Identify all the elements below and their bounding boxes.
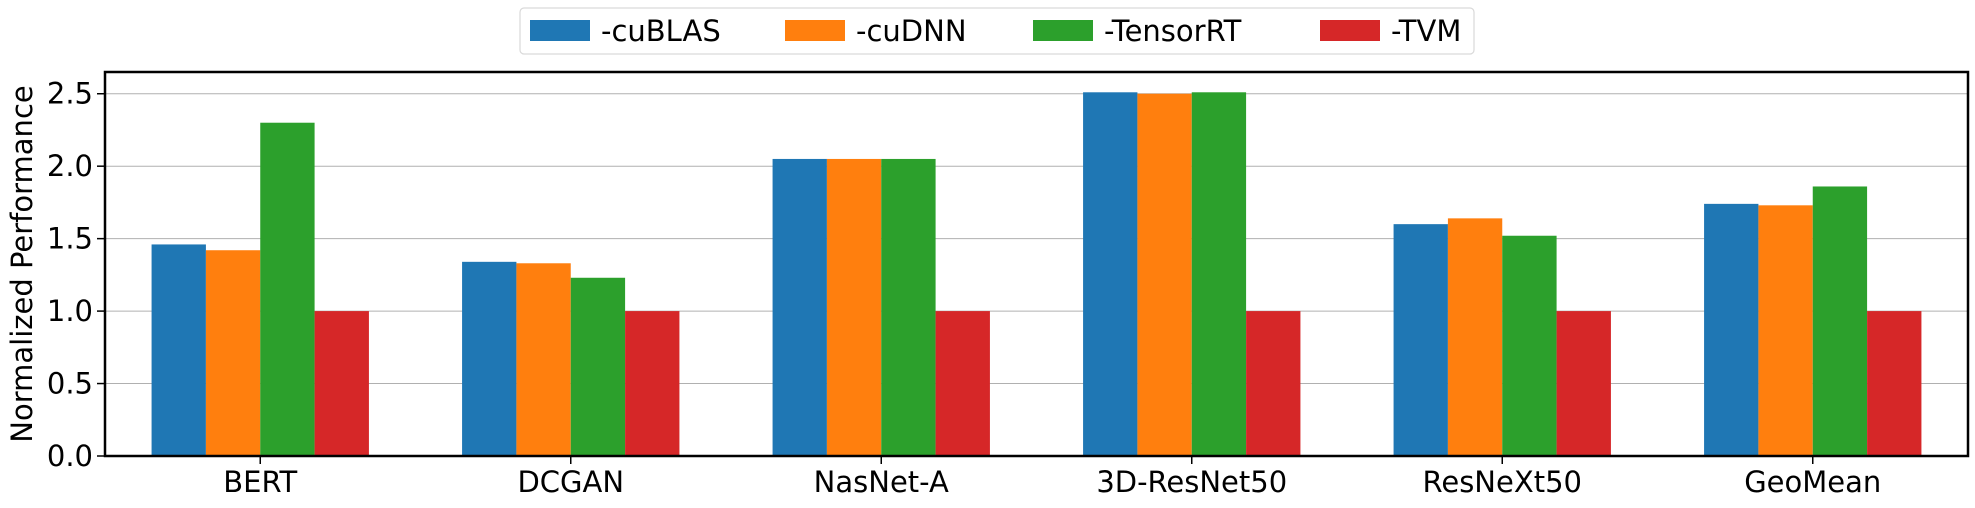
- bar: [625, 311, 680, 456]
- bar: [151, 244, 206, 456]
- bar: [1191, 92, 1247, 456]
- bars: [151, 92, 1922, 457]
- bar: [1704, 203, 1759, 456]
- x-tick-label: GeoMean: [1744, 465, 1881, 499]
- y-tick-label: 2.5: [47, 77, 93, 111]
- bar: [260, 122, 315, 456]
- legend-label: -TVM: [1391, 14, 1461, 48]
- y-axis-label: Normalized Performance: [5, 85, 39, 442]
- legend: -cuBLAS -cuDNN -TensorRT -TVM: [519, 7, 1475, 55]
- gridlines: [105, 93, 1968, 457]
- bar: [1137, 93, 1192, 457]
- legend-label: -TensorRT: [1104, 14, 1242, 48]
- bar: [1447, 218, 1503, 456]
- y-tick-label: 2.0: [47, 149, 93, 183]
- legend-item: -cuBLAS: [530, 14, 721, 48]
- legend-item: -TVM: [1320, 14, 1461, 48]
- legend-item: -TensorRT: [1033, 14, 1242, 48]
- bar: [462, 261, 517, 456]
- bar: [516, 263, 571, 456]
- bar: [826, 158, 882, 456]
- bar: [1083, 92, 1138, 456]
- x-tick-label: 3D-ResNet50: [1096, 465, 1287, 499]
- x-tick-label: BERT: [223, 465, 297, 499]
- bar: [772, 158, 827, 456]
- y-tick-label: 0.0: [47, 439, 93, 473]
- bar: [1502, 235, 1557, 456]
- x-tick-label: DCGAN: [517, 465, 624, 499]
- legend-label: -cuDNN: [856, 14, 967, 48]
- legend-swatch: [785, 20, 845, 41]
- legend-swatch: [1033, 20, 1093, 41]
- bar: [1812, 186, 1868, 457]
- legend-swatch: [530, 20, 590, 41]
- bar: [1867, 311, 1922, 456]
- y-axis-ticks: 0.0 0.5 1.0 1.5 2.0 2.5: [47, 77, 105, 473]
- legend-label: -cuBLAS: [601, 14, 721, 48]
- x-axis-ticks: BERT DCGAN NasNet-A 3D-ResNet50 ResNeXt50 Geo…: [223, 456, 1881, 499]
- bar: [205, 250, 261, 456]
- bar: [1246, 311, 1301, 456]
- y-tick-label: 1.5: [47, 222, 93, 256]
- x-tick-label: NasNet-A: [814, 465, 949, 499]
- legend-frame: [519, 7, 1475, 55]
- legend-item: -cuDNN: [785, 14, 967, 48]
- bar: [570, 277, 626, 456]
- x-tick-label: ResNeXt50: [1423, 465, 1582, 499]
- bar: [1556, 311, 1611, 456]
- bar: [935, 311, 990, 456]
- bar: [1393, 224, 1448, 456]
- legend-swatch: [1320, 20, 1380, 41]
- bar: [1758, 205, 1813, 456]
- bar: [881, 158, 936, 456]
- bar: [314, 311, 369, 456]
- y-tick-label: 1.0: [47, 294, 93, 328]
- plot-frame: [103, 70, 1970, 458]
- y-tick-label: 0.5: [47, 367, 93, 401]
